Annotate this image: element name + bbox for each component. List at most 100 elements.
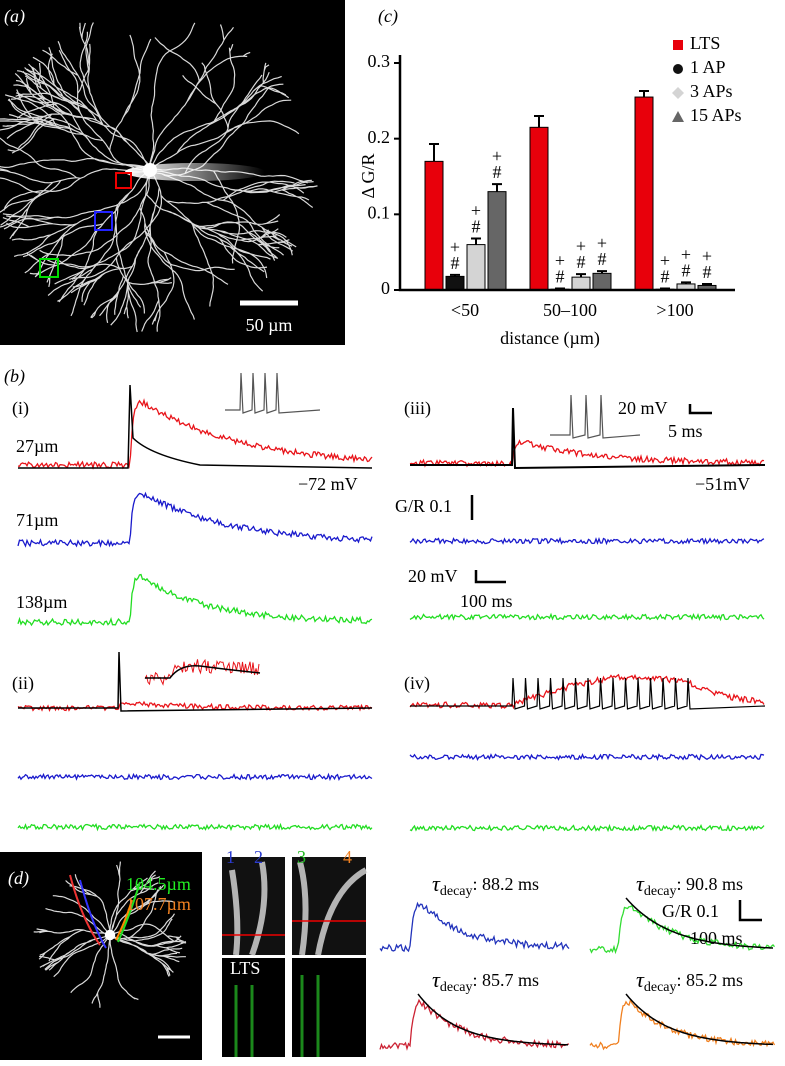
- bar: [424, 160, 444, 291]
- dendrite: [297, 861, 368, 956]
- rest-potential: −51mV: [695, 474, 750, 494]
- x-tick-label: <50: [451, 300, 479, 320]
- x-tick-label: >100: [656, 300, 693, 320]
- y-tick-label: 0: [381, 278, 390, 298]
- spike-trace: [18, 384, 373, 469]
- fit-curve: [417, 993, 569, 1046]
- tau-sub: decay: [644, 980, 677, 995]
- tau-symbol: τ: [432, 967, 441, 992]
- scale-label: 5 ms: [668, 421, 703, 441]
- row-label: (i): [12, 398, 29, 419]
- pipette: [125, 163, 265, 181]
- linescan-image: [292, 958, 366, 1057]
- dendrite-label: 1: [226, 847, 235, 867]
- tau-value: : 85.7 ms: [473, 970, 540, 990]
- dendrite-trace: [69, 874, 101, 946]
- bar: [466, 244, 486, 291]
- tau-symbol: τ: [636, 871, 645, 896]
- panel-label: (d): [8, 868, 29, 889]
- trace: [409, 753, 765, 762]
- scale-label: 100 ms: [690, 928, 743, 948]
- y-axis-label: Δ G/R: [358, 153, 378, 198]
- bar: [571, 276, 591, 291]
- significance-mark: #: [661, 267, 670, 287]
- dendrite-trace: [115, 899, 133, 941]
- condition-label: LTS: [230, 958, 260, 978]
- chart-title: (c): [378, 6, 398, 27]
- y-tick-label: 0.1: [368, 202, 391, 222]
- trace: [409, 536, 765, 546]
- roi-green: [39, 258, 59, 278]
- scale-bar: [738, 900, 762, 922]
- scale-label: G/R 0.1: [395, 496, 452, 516]
- y-tick-label: 0.2: [368, 127, 391, 147]
- legend-label: 3 APs: [690, 81, 733, 101]
- tau-value: : 85.2 ms: [677, 970, 744, 990]
- distance-label: 27µm: [16, 436, 58, 456]
- dendrite: [229, 861, 268, 957]
- panel-d: (d) 104.5µm 107.7µm 50 µm LTS 1 2 3 4 τd…: [0, 847, 762, 1060]
- dendrite-trace: [117, 881, 141, 943]
- significance-mark: #: [556, 267, 565, 287]
- trace: [17, 573, 373, 627]
- significance-mark: #: [577, 252, 586, 272]
- error-bar: [471, 237, 481, 245]
- significance-mark: #: [598, 249, 607, 269]
- trace: [379, 901, 570, 953]
- legend-label: LTS: [690, 33, 720, 53]
- x-axis-label: distance (µm): [500, 328, 600, 349]
- error-bar: [576, 273, 586, 278]
- trace: [589, 998, 776, 1051]
- tau-symbol: τ: [636, 967, 645, 992]
- significance-mark: #: [682, 261, 691, 281]
- significance-mark: #: [472, 217, 481, 237]
- panel-label: (b): [4, 366, 25, 387]
- row-label: (ii): [12, 673, 34, 694]
- spike-trace: [18, 651, 373, 712]
- bar: [445, 275, 465, 291]
- scale-bar: [688, 404, 712, 415]
- y-tick-label: 0.3: [368, 51, 391, 71]
- distance-label: 104.5µm: [126, 874, 191, 894]
- error-bar: [639, 89, 649, 98]
- legend-marker: [673, 64, 683, 74]
- tau-label: τdecay: 85.2 ms: [636, 967, 743, 995]
- tau-label: τdecay: 85.7 ms: [432, 967, 539, 995]
- significance-mark: +: [597, 233, 607, 253]
- significance-mark: #: [451, 253, 460, 273]
- spike-trace: [410, 677, 766, 710]
- trace: [17, 491, 373, 548]
- bar: [529, 126, 549, 291]
- spike-trace: [225, 372, 321, 414]
- panel-label: (a): [4, 6, 25, 27]
- fit-curve: [625, 993, 774, 1046]
- rest-potential: −72 mV: [298, 474, 358, 494]
- bar: [634, 96, 654, 291]
- scale-label: 100 ms: [460, 591, 513, 611]
- dendrite-label: 3: [297, 847, 306, 867]
- bar: [487, 191, 507, 291]
- error-bar: [534, 114, 544, 128]
- legend-marker: [672, 111, 684, 122]
- traces: [17, 372, 776, 1051]
- axes: [398, 55, 735, 292]
- significance-mark: +: [702, 246, 712, 266]
- significance-mark: +: [681, 245, 691, 265]
- fit-curve: [145, 665, 261, 679]
- trace: [409, 823, 765, 833]
- distance-label: 138µm: [16, 592, 67, 612]
- legend-label: 15 APs: [690, 105, 742, 125]
- significance-mark: #: [493, 162, 502, 182]
- scale-label: G/R 0.1: [662, 901, 719, 921]
- roi-red: [115, 172, 132, 189]
- significance-mark: +: [660, 251, 670, 271]
- distance-label: 107.7µm: [126, 894, 191, 914]
- distance-label: 71µm: [16, 510, 58, 530]
- tau-sub: decay: [644, 884, 677, 899]
- significance-mark: +: [492, 146, 502, 166]
- significance-mark: +: [555, 251, 565, 271]
- dendrite-label: 4: [343, 847, 352, 867]
- error-bar: [492, 183, 502, 192]
- tau-sub: decay: [440, 980, 473, 995]
- roi-blue: [94, 211, 113, 231]
